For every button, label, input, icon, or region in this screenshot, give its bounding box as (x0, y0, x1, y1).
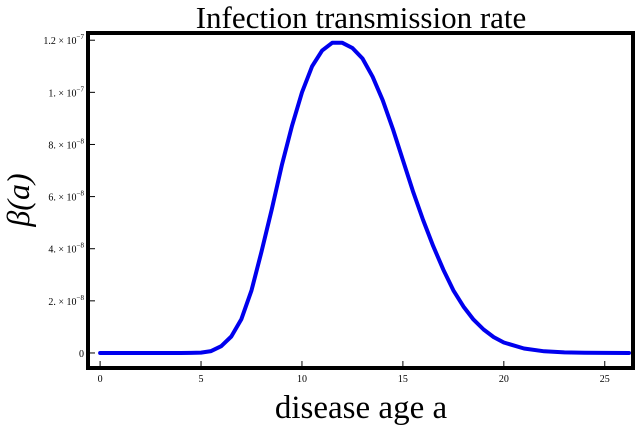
y-tick-label: 0 (79, 349, 84, 360)
y-tick-label: 1.2 × 10−7 (43, 33, 84, 47)
x-tick-label: 20 (499, 374, 509, 385)
x-tick-label: 0 (98, 374, 103, 385)
y-tick-label: 2. × 10−8 (48, 294, 84, 308)
chart-title: Infection transmission rate (196, 0, 527, 35)
y-tick-label: 4. × 10−8 (48, 242, 84, 256)
x-axis-label: disease age a (275, 390, 448, 426)
x-tick-label: 10 (297, 374, 307, 385)
x-tick-label: 15 (398, 374, 408, 385)
x-tick-label: 5 (199, 374, 204, 385)
plot-frame (86, 31, 635, 370)
y-tick-label: 6. × 10−8 (48, 190, 84, 204)
series-line-beta (98, 40, 631, 355)
y-axis-ticks: 0 2. × 10−8 4. × 10−8 6. × 10−8 8. × 10−8 1. … (43, 33, 95, 360)
y-tick-label: 1. × 10−7 (48, 85, 84, 99)
y-tick-label: 8. × 10−8 (48, 137, 84, 151)
x-axis-ticks: 0 5 10 15 20 25 (98, 361, 610, 385)
y-axis-label: β(a) (0, 173, 36, 227)
x-tick-label: 25 (600, 374, 610, 385)
